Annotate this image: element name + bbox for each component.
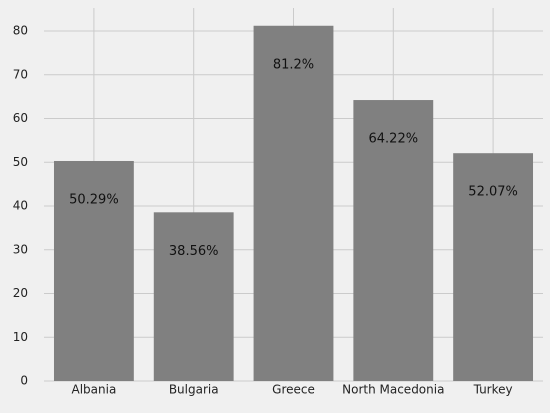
y-tick-label: 60 [13,111,28,125]
y-tick-label: 50 [13,155,28,169]
x-tick-label: North Macedonia [342,383,444,397]
bar [353,100,434,382]
y-tick-label: 10 [13,330,28,344]
bar [153,212,234,381]
value-label: 52.07% [468,185,518,200]
y-tick-label: 20 [13,286,28,300]
value-label: 50.29% [69,192,119,207]
x-tick-label: Greece [272,383,315,397]
y-tick-label: 30 [13,242,28,256]
bar [53,160,134,381]
bar [253,25,334,382]
y-tick-label: 70 [13,67,28,81]
y-tick-label: 40 [13,199,28,213]
x-tick-label: Bulgaria [169,383,219,397]
value-label: 81.2% [273,57,314,72]
y-tick-label: 0 [20,374,28,388]
x-tick-label: Albania [71,383,116,397]
bar [453,153,534,381]
x-tick-label: Turkey [473,383,513,397]
value-label: 38.56% [169,244,219,259]
value-label: 64.22% [369,132,419,147]
y-tick-label: 80 [13,24,28,38]
